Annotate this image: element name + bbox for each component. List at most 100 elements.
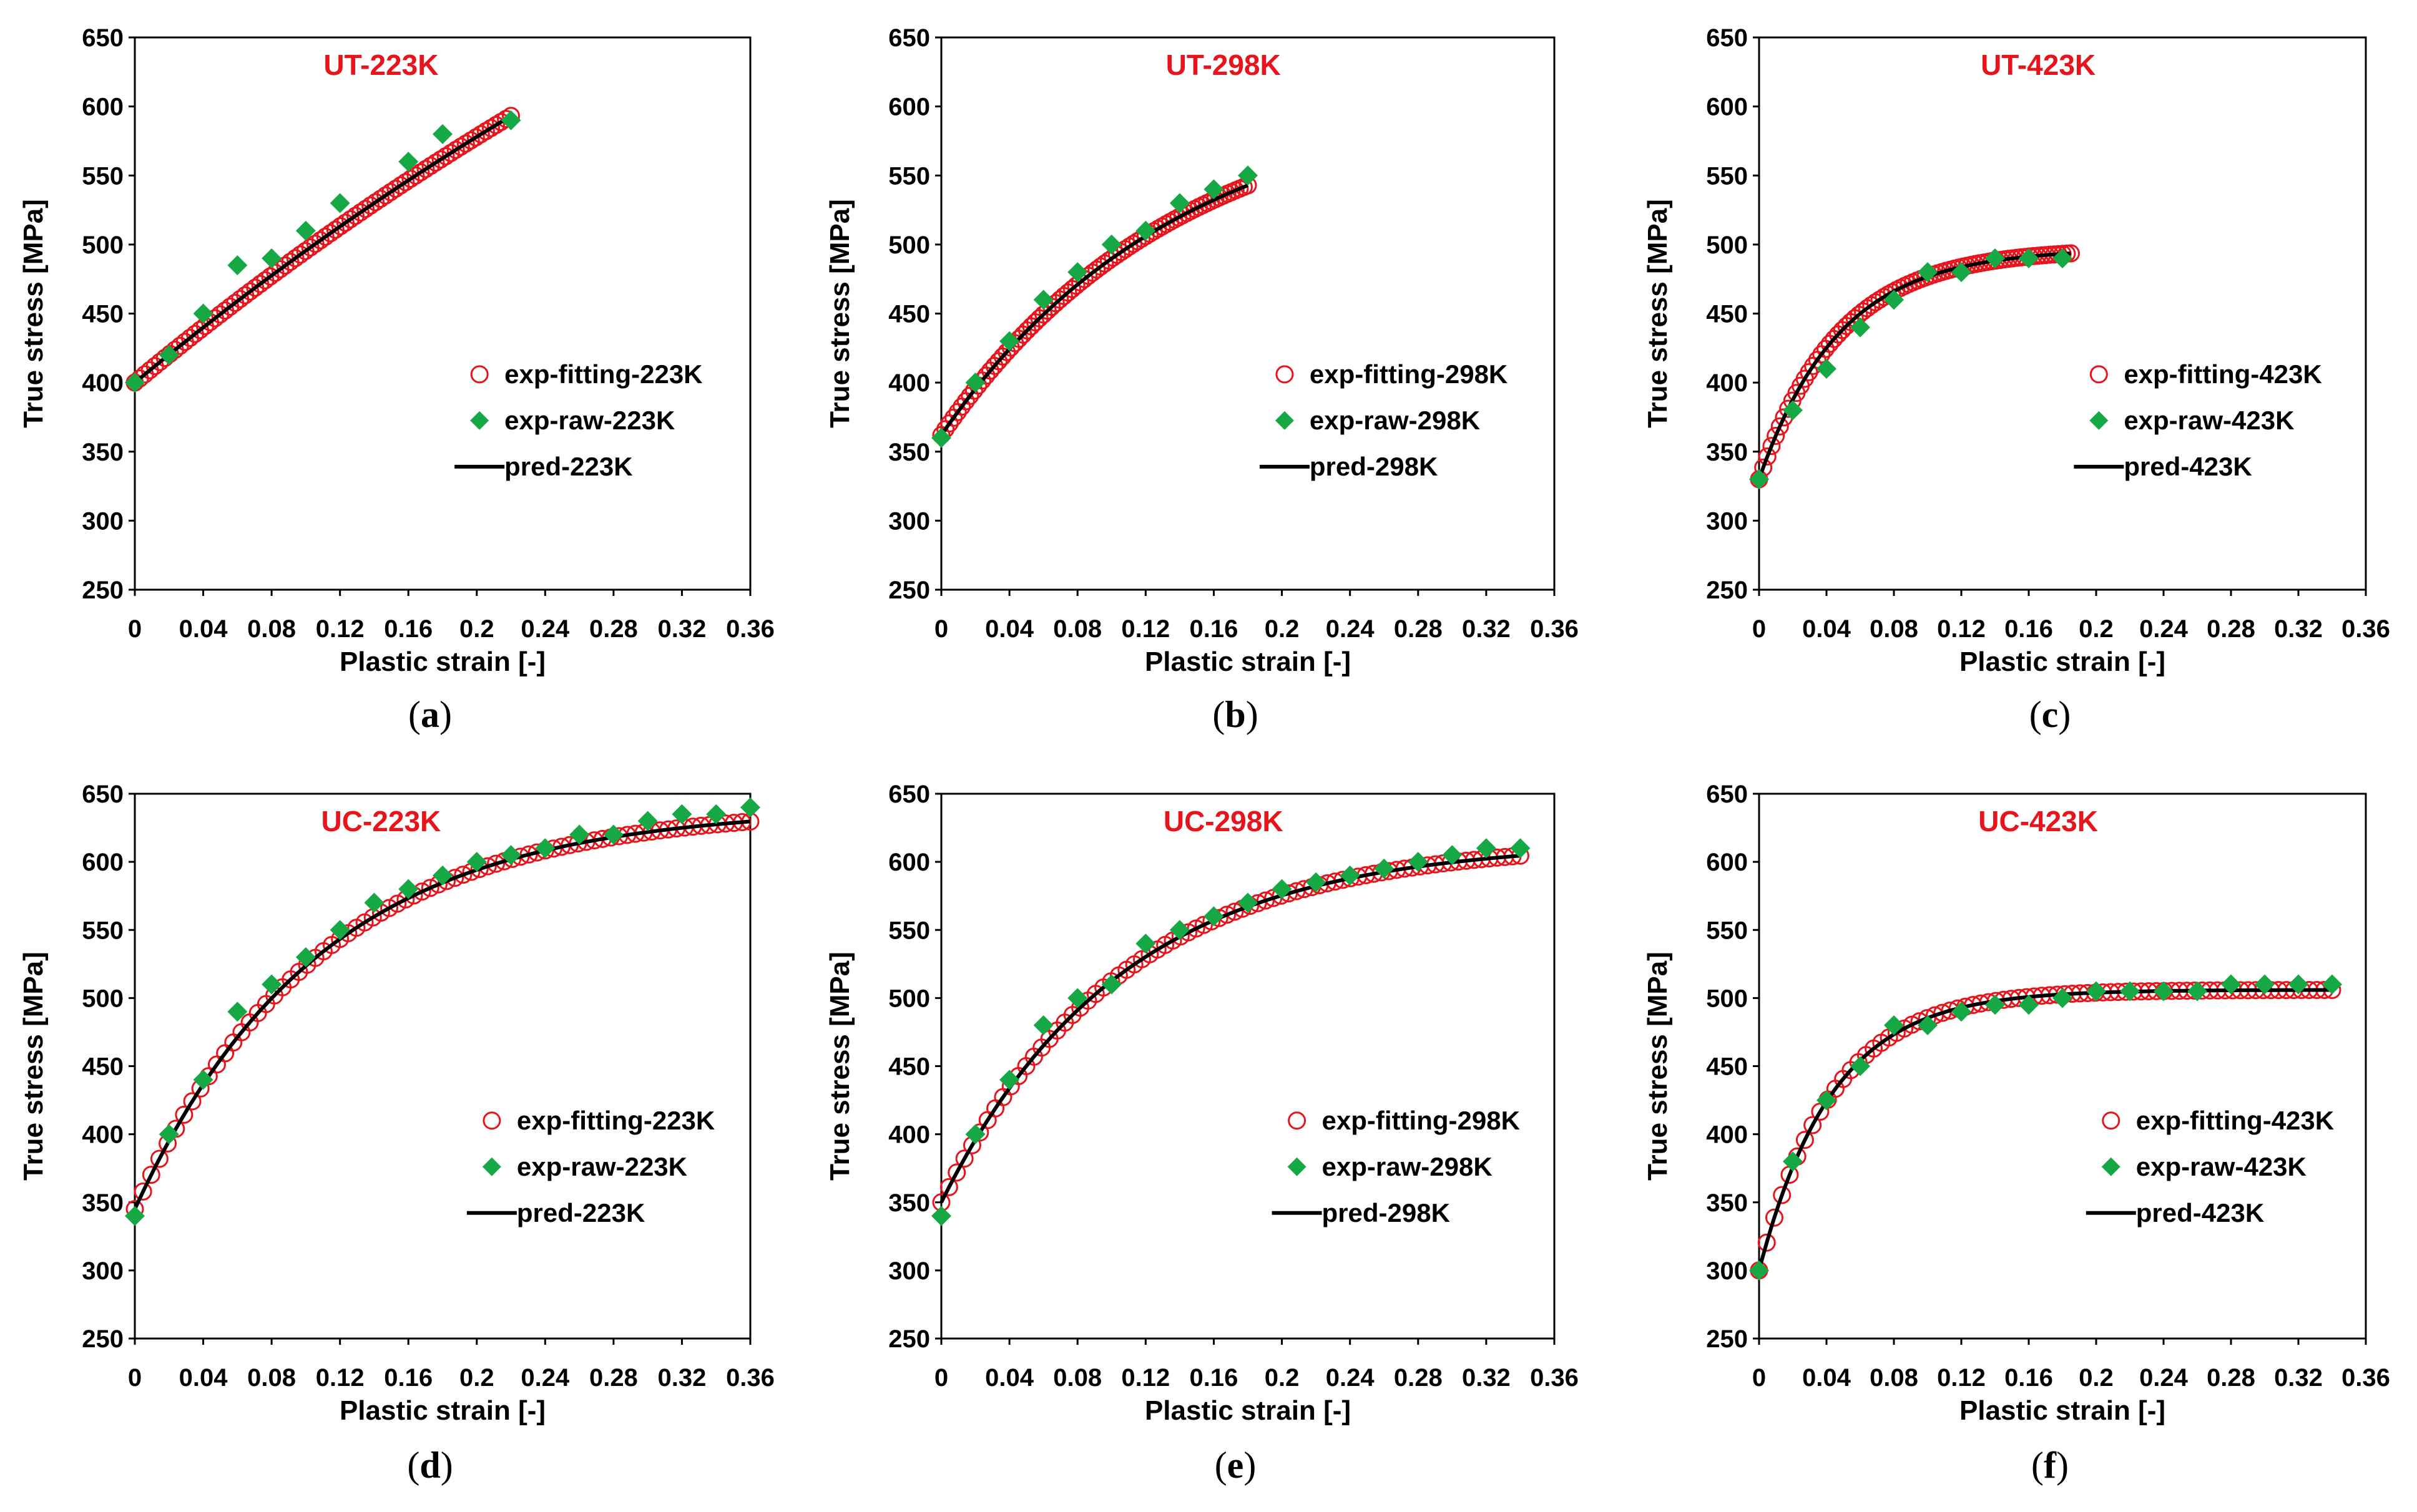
x-tick-label: 0 xyxy=(1752,1364,1766,1392)
legend: exp-fitting-298K exp-raw-298K pred-298K xyxy=(1272,1106,1520,1227)
y-tick-label: 550 xyxy=(888,162,930,190)
y-tick-label: 400 xyxy=(1706,369,1748,397)
x-tick-label: 0.36 xyxy=(726,1364,775,1392)
raw-point xyxy=(999,1070,1020,1090)
x-tick-label: 0.24 xyxy=(1326,1364,1375,1392)
raw-point xyxy=(330,193,350,213)
raw-point xyxy=(1476,838,1496,859)
raw-point xyxy=(433,124,453,144)
raw-point xyxy=(501,845,521,866)
panel-title: UT-223K xyxy=(323,49,438,81)
raw-point xyxy=(1169,193,1190,213)
fit-point xyxy=(366,193,385,212)
fit-point xyxy=(1757,1233,1776,1252)
raw-point xyxy=(364,892,385,913)
y-tick-label: 550 xyxy=(82,162,124,190)
y-tick-label: 450 xyxy=(82,301,124,328)
y-tick-label: 650 xyxy=(82,24,124,52)
fit-point xyxy=(471,125,490,144)
x-tick-label: 0.04 xyxy=(179,1364,228,1392)
x-tick-label: 0.08 xyxy=(1870,615,1918,643)
fit-point xyxy=(1803,1116,1822,1134)
x-tick-label: 0.2 xyxy=(2079,615,2114,643)
raw-point xyxy=(1850,317,1870,338)
x-tick-label: 0.28 xyxy=(1394,615,1443,643)
y-tick-label: 550 xyxy=(82,917,124,944)
legend: exp-fitting-298K exp-raw-298K pred-298K xyxy=(1259,359,1508,481)
legend-fit-marker xyxy=(1288,1111,1307,1130)
raw-point xyxy=(2120,981,2140,1002)
raw-point xyxy=(603,824,624,845)
legend-raw-label: exp-raw-223K xyxy=(517,1152,687,1181)
fit-point xyxy=(948,1163,966,1182)
x-tick-label: 0.08 xyxy=(247,1364,296,1392)
fit-point xyxy=(1765,1208,1783,1227)
fit-point xyxy=(476,122,495,140)
y-tick-label: 550 xyxy=(888,917,930,944)
y-tick-label: 300 xyxy=(82,507,124,535)
legend-raw-label: exp-raw-423K xyxy=(2136,1152,2307,1181)
y-tick-label: 250 xyxy=(888,1325,930,1353)
x-tick-label: 0.12 xyxy=(1121,1364,1170,1392)
x-tick-label: 0 xyxy=(128,1364,142,1392)
raw-point xyxy=(1101,974,1122,995)
fit-point xyxy=(361,196,380,215)
fit-point xyxy=(939,1178,958,1196)
legend-pred-label: pred-423K xyxy=(2136,1198,2264,1227)
legend-fit-label: exp-fitting-223K xyxy=(517,1106,715,1135)
x-tick-label: 0 xyxy=(934,1364,948,1392)
x-tick-label: 0.16 xyxy=(1190,1364,1238,1392)
fit-point xyxy=(381,183,400,202)
raw-point xyxy=(965,373,986,393)
fit-point xyxy=(1795,1131,1814,1149)
y-tick-label: 500 xyxy=(1706,232,1748,259)
pred-line xyxy=(134,114,512,384)
y-axis-label: True stress [MPa] xyxy=(1642,952,1673,1181)
raw-series xyxy=(931,838,1531,1226)
fit-point xyxy=(421,879,439,897)
fit-point xyxy=(371,190,390,208)
fit-point xyxy=(1767,427,1785,446)
raw-point xyxy=(433,865,453,885)
x-tick-label: 0.28 xyxy=(2207,1364,2255,1392)
fit-point xyxy=(356,200,375,218)
raw-point xyxy=(1238,165,1258,186)
fit-point xyxy=(142,1166,160,1184)
x-tick-label: 0.16 xyxy=(384,1364,433,1392)
x-tick-label: 0.16 xyxy=(2004,615,2053,643)
x-tick-label: 0.24 xyxy=(2139,615,2189,643)
raw-point xyxy=(1033,290,1054,310)
y-tick-label: 400 xyxy=(888,369,930,397)
legend-fit-label: exp-fitting-298K xyxy=(1310,359,1508,389)
y-tick-label: 650 xyxy=(1706,24,1748,52)
y-tick-label: 600 xyxy=(888,94,930,121)
legend-fit-marker xyxy=(483,1111,501,1130)
x-tick-label: 0.04 xyxy=(985,615,1034,643)
legend-pred-label: pred-298K xyxy=(1310,452,1438,481)
raw-point xyxy=(2221,974,2241,995)
y-tick-label: 400 xyxy=(82,1121,124,1149)
y-tick-label: 350 xyxy=(888,1189,930,1217)
legend-pred-label: pred-223K xyxy=(517,1198,645,1227)
y-tick-label: 350 xyxy=(82,1189,124,1217)
y-tick-label: 350 xyxy=(82,439,124,466)
panel-c: 250 300 350 400 450 500 550 600 650 0 0.04 0.08 0.12… xyxy=(1642,24,2390,735)
x-tick-label: 0.2 xyxy=(1265,615,1300,643)
fit-point xyxy=(441,144,460,162)
legend-fit-marker xyxy=(2089,365,2108,384)
x-tick-label: 0.16 xyxy=(2004,1364,2053,1392)
y-tick-label: 450 xyxy=(1706,301,1748,328)
legend-pred-label: pred-423K xyxy=(2124,452,2252,481)
raw-point xyxy=(330,920,350,940)
y-axis-label: True stress [MPa] xyxy=(825,952,855,1181)
fit-point xyxy=(1758,447,1777,466)
raw-point xyxy=(193,303,213,324)
raw-point xyxy=(2154,981,2174,1002)
raw-series xyxy=(931,165,1258,448)
x-tick-label: 0.24 xyxy=(521,615,570,643)
pred-line xyxy=(939,183,1249,436)
legend-raw-marker xyxy=(2089,411,2109,430)
fit-point xyxy=(1773,1186,1792,1204)
fit-point xyxy=(519,845,538,864)
x-tick-label: 0.12 xyxy=(316,615,365,643)
